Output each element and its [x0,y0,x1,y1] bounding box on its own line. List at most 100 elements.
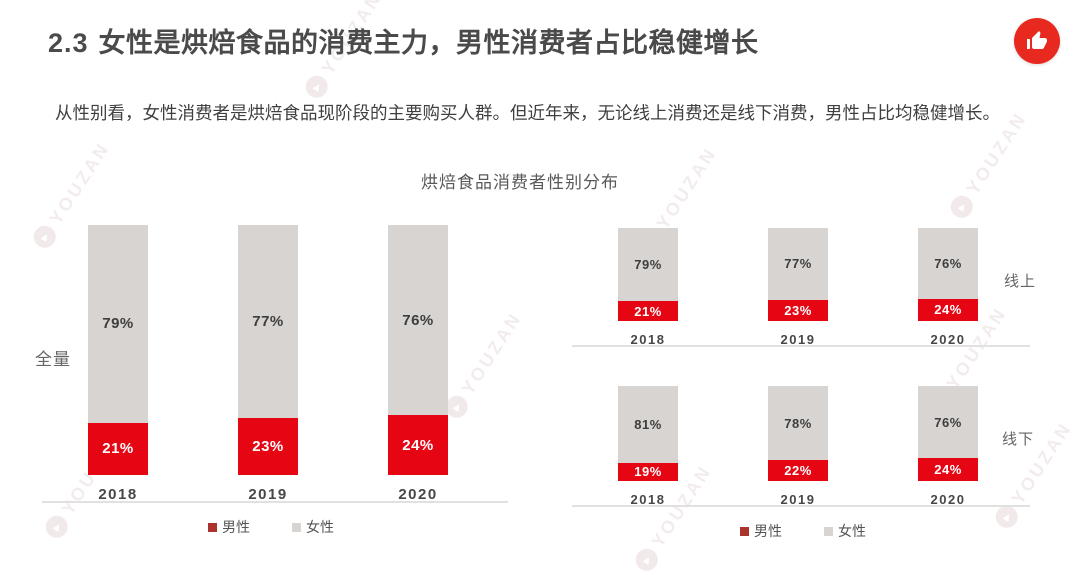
bar-plot-area: 79% 21% 2018 77% 23% 2019 76% 24% 2020 [572,228,1030,347]
male-percentage-label: 24% [934,302,962,318]
thumbs-up-icon [1025,29,1049,53]
header: 2.3 女性是烘焙食品的消费主力，男性消费者占比稳健增长 [48,26,988,60]
male-percentage-label: 21% [102,440,134,458]
year-label: 2019 [780,332,816,347]
bar-group-2019: 78% 22% 2019 [768,386,828,507]
stacked-bar: 77% 23% [768,228,828,321]
stacked-bar: 76% 24% [918,228,978,321]
female-percentage-label: 77% [784,256,812,272]
legend-right-charts: 男性 女性 [740,521,866,541]
legend-male-label: 男性 [754,523,782,539]
play-circle-icon: ▶ [41,511,72,542]
chart-total: 79% 21% 2018 77% 23% 2019 76% 24% 2020 [42,225,508,503]
female-bar-segment: 79% [618,228,678,302]
male-percentage-label: 21% [634,303,662,319]
stacked-bar: 77% 23% [238,225,298,475]
female-bar-segment: 76% [918,228,978,299]
legend-item-male: 男性 [740,521,782,541]
chart-offline: 81% 19% 2018 78% 22% 2019 76% 24% 2020 [572,386,1030,507]
female-percentage-label: 79% [634,257,662,273]
chart-title: 烘焙食品消费者性别分布 [421,173,619,192]
legend-male-label: 男性 [222,519,250,535]
page-title: 2.3 女性是烘焙食品的消费主力，男性消费者占比稳健增长 [48,26,988,60]
female-percentage-label: 79% [102,315,134,333]
male-percentage-label: 24% [934,462,962,478]
female-bar-segment: 78% [768,386,828,461]
male-bar-segment: 23% [768,299,828,321]
female-percentage-label: 81% [634,416,662,432]
year-label: 2020 [398,486,438,503]
male-percentage-label: 23% [784,302,812,318]
group-label-offline: 线下 [1002,431,1035,448]
report-slide: ▶YOUZAN ▶YOUZAN ▶YOUZAN ▶YOUZAN ▶YOUZAN … [29,0,1076,575]
male-percentage-label: 19% [634,464,662,480]
female-color-swatch [292,522,301,532]
male-percentage-label: 23% [252,437,284,455]
female-color-swatch [824,526,833,536]
male-color-swatch [740,526,749,536]
male-bar-segment: 23% [238,417,298,475]
female-percentage-label: 76% [934,414,962,430]
stacked-bar: 81% 19% [618,386,678,481]
female-bar-segment: 77% [238,225,298,418]
male-bar-segment: 21% [618,301,678,321]
year-label: 2019 [780,492,816,507]
female-bar-segment: 79% [88,225,148,423]
stacked-bar: 79% 21% [618,228,678,321]
year-label: 2018 [630,492,666,507]
group-label-online: 线上 [1004,273,1037,290]
year-label: 2018 [98,486,138,503]
female-percentage-label: 77% [252,312,284,330]
x-axis-line [572,505,1030,507]
bar-plot-area: 79% 21% 2018 77% 23% 2019 76% 24% 2020 [42,225,508,503]
x-axis-line [42,501,508,503]
female-bar-segment: 76% [388,225,448,415]
male-percentage-label: 22% [784,463,812,479]
stacked-bar: 76% 24% [918,386,978,481]
female-bar-segment: 81% [618,386,678,463]
stacked-bar: 78% 22% [768,386,828,481]
female-bar-segment: 76% [918,386,978,459]
stacked-bar: 79% 21% [88,225,148,475]
legend-item-female: 女性 [292,517,334,537]
group-label-total: 全量 [35,350,71,369]
bar-group-2020: 76% 24% 2020 [388,225,448,503]
female-bar-segment: 77% [768,228,828,300]
female-percentage-label: 76% [934,255,962,271]
section-number: 2.3 [48,28,89,58]
bar-group-2020: 76% 24% 2020 [918,386,978,507]
legend-female-label: 女性 [306,519,334,535]
male-bar-segment: 21% [88,422,148,475]
legend-left-chart: 男性 女性 [208,517,334,537]
bar-group-2018: 81% 19% 2018 [618,386,678,507]
male-color-swatch [208,522,217,532]
male-percentage-label: 24% [402,436,434,454]
year-label: 2019 [248,486,288,503]
year-label: 2018 [630,332,666,347]
legend-female-label: 女性 [838,523,866,539]
bar-group-2018: 79% 21% 2018 [618,228,678,347]
bar-group-2019: 77% 23% 2019 [768,228,828,347]
male-bar-segment: 22% [768,460,828,481]
intro-paragraph: 从性别看，女性消费者是烘焙食品现阶段的主要购买人群。但近年来，无论线上消费还是线… [55,103,1000,123]
play-circle-icon: ▶ [631,544,662,575]
male-bar-segment: 19% [618,462,678,481]
male-bar-segment: 24% [388,415,448,475]
page-title-text: 女性是烘焙食品的消费主力，男性消费者占比稳健增长 [98,28,759,58]
year-label: 2020 [930,332,966,347]
bar-group-2019: 77% 23% 2019 [238,225,298,503]
legend-item-male: 男性 [208,517,250,537]
male-bar-segment: 24% [918,298,978,321]
bar-group-2020: 76% 24% 2020 [918,228,978,347]
bar-group-2018: 79% 21% 2018 [88,225,148,503]
x-axis-line [572,345,1030,347]
female-percentage-label: 78% [784,415,812,431]
female-percentage-label: 76% [402,311,434,329]
play-circle-icon: ▶ [946,191,977,222]
year-label: 2020 [930,492,966,507]
male-bar-segment: 24% [918,458,978,481]
chart-online: 79% 21% 2018 77% 23% 2019 76% 24% 2020 [572,228,1030,347]
stacked-bar: 76% 24% [388,225,448,475]
like-button[interactable] [1014,18,1060,64]
bar-plot-area: 81% 19% 2018 78% 22% 2019 76% 24% 2020 [572,386,1030,507]
